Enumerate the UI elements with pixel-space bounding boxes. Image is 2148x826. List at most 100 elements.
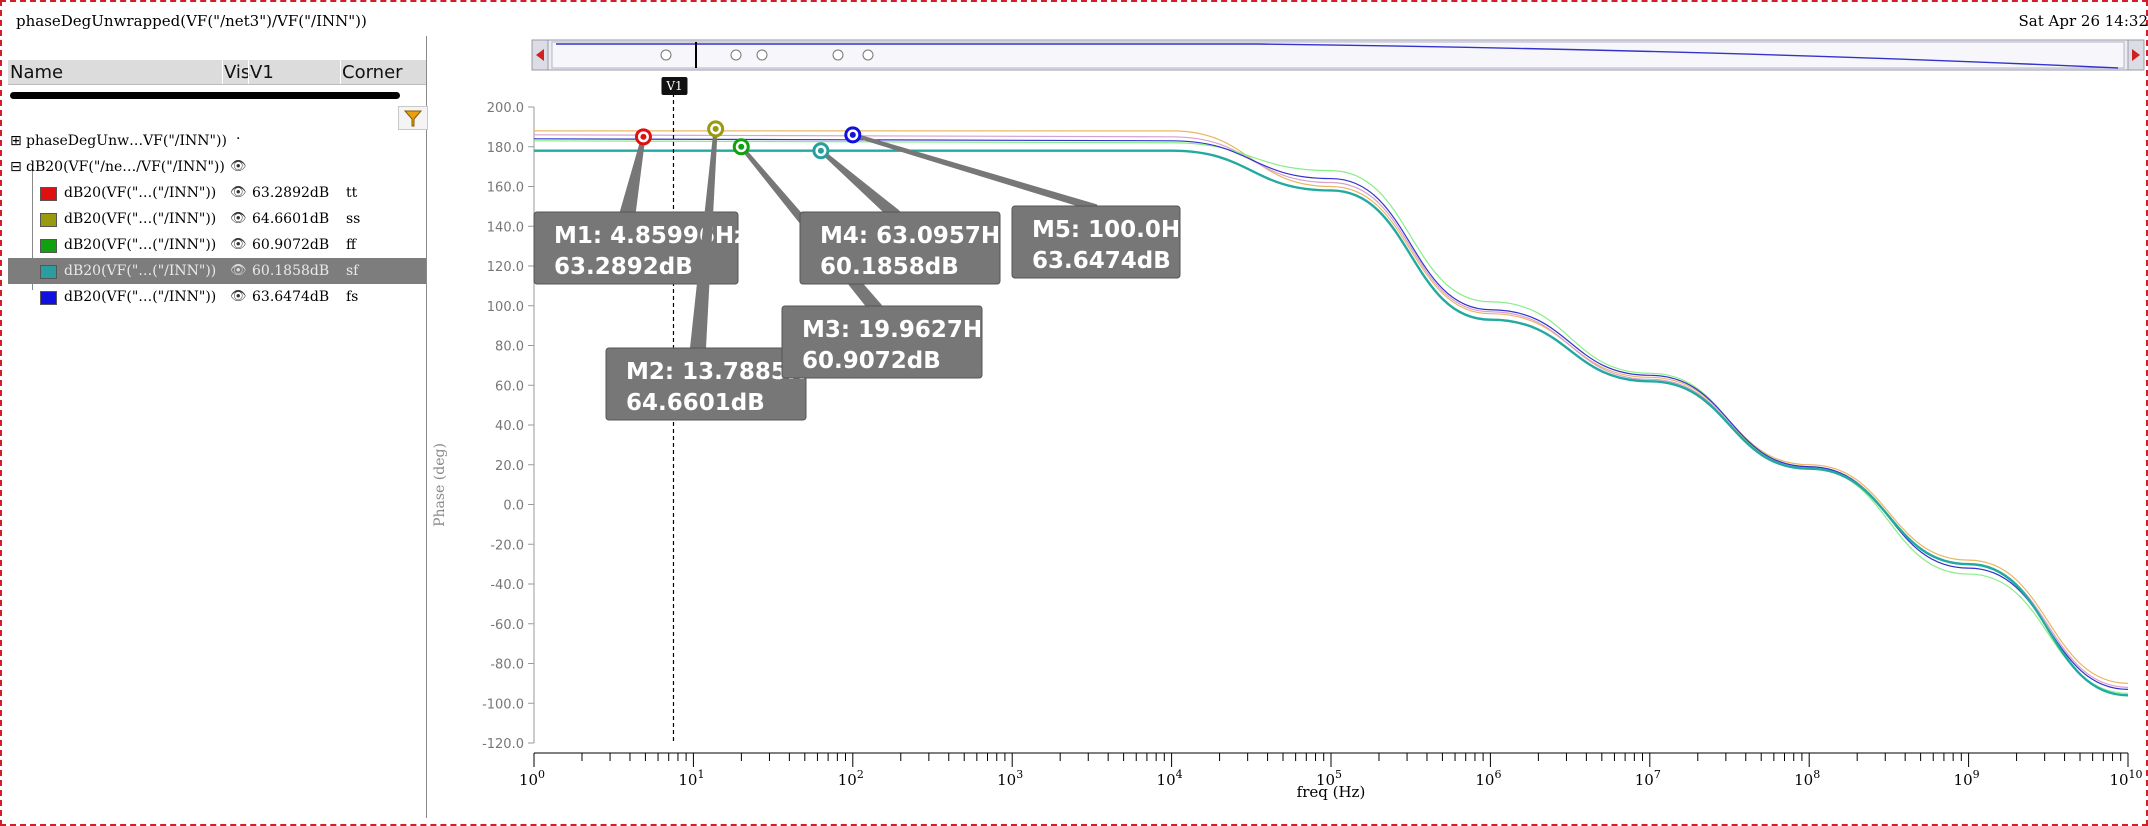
y-tick-label: 100.0: [487, 300, 524, 315]
marker-label-box[interactable]: [1011, 205, 1181, 279]
y-tick-label: 80.0: [495, 340, 524, 355]
trace-browser-panel: Name Vis V1 Corner ⊞ phaseDegUnw…VF("/IN…: [8, 36, 428, 818]
corner-label: fs: [346, 289, 359, 305]
marker-label-box[interactable]: [799, 211, 1001, 285]
y-tick-label: 0.0: [503, 499, 524, 514]
eye-icon[interactable]: 👁: [230, 185, 247, 200]
trace-row[interactable]: dB20(VF("…("/INN")) 👁 60.9072dB ff: [8, 232, 426, 258]
marker-point-center: [738, 143, 745, 150]
x-tick-label: 105: [1316, 768, 1342, 789]
color-swatch: [40, 239, 57, 253]
marker-point-center: [817, 147, 824, 154]
dot-icon: ·: [236, 131, 241, 147]
cursor-label: V1: [665, 79, 682, 93]
marker-label-line2: 63.6474dB: [1032, 248, 1171, 274]
marker-pointer: [619, 134, 646, 214]
marker-label-line2: 64.6601dB: [626, 390, 765, 416]
tree-row-phase[interactable]: ⊞ phaseDegUnw…VF("/INN")) ·: [8, 128, 426, 154]
datetime: Sat Apr 26 14:32: [2018, 12, 2148, 30]
x-tick-label: 102: [838, 768, 864, 789]
plot-area[interactable]: 200.0 180.0 160.0 140.0 120.0 100.0 80.0 60.0 40…: [428, 36, 2146, 818]
trace-name: dB20(VF("…("/INN")): [64, 263, 217, 279]
horizontal-scrollbar[interactable]: [10, 92, 400, 99]
marker-point-center: [712, 125, 719, 132]
trace-name: dB20(VF("…("/INN")): [64, 289, 217, 305]
marker-label-line1: M3: 19.9627Hz: [802, 317, 996, 343]
marker-label-box[interactable]: [533, 211, 739, 285]
header-name[interactable]: Name: [10, 62, 64, 83]
color-swatch: [40, 291, 57, 305]
filter-icon[interactable]: [398, 106, 428, 130]
x-tick-label: 109: [1954, 768, 1980, 789]
trace-table-header: Name Vis V1 Corner: [8, 60, 426, 85]
trace-name: dB20(VF("…("/INN")): [64, 185, 217, 201]
marker-value: 63.6474dB: [252, 289, 330, 305]
trace-name: dB20(VF("…("/INN")): [64, 211, 217, 227]
header-vis[interactable]: Vis: [224, 62, 251, 83]
y-tick-label: -80.0: [490, 658, 524, 673]
marker-label-line2: 60.1858dB: [820, 254, 959, 280]
eye-icon[interactable]: 👁: [230, 263, 247, 278]
x-tick-label: 108: [1794, 768, 1820, 789]
series-line: [534, 149, 2129, 697]
header-corner[interactable]: Corner: [342, 62, 403, 83]
tree-row-db20-group[interactable]: ⊟ dB20(VF("/ne…/VF("/INN")) 👁: [8, 154, 426, 180]
y-tick-label: 180.0: [487, 141, 524, 156]
trace-row[interactable]: dB20(VF("…("/INN")) 👁 63.2892dB tt: [8, 180, 426, 206]
marker-value: 64.6601dB: [252, 211, 330, 227]
corner-label: sf: [346, 263, 359, 279]
marker-point-center: [640, 133, 647, 140]
trace-row[interactable]: dB20(VF("…("/INN")) 👁 63.6474dB fs: [8, 284, 426, 310]
color-swatch: [40, 187, 57, 201]
y-axis-label: Phase (deg): [432, 443, 448, 527]
window-title: phaseDegUnwrapped(VF("/net3")/VF("/INN")…: [16, 12, 367, 30]
trace-name: dB20(VF("/ne…/VF("/INN")): [26, 159, 225, 175]
eye-icon[interactable]: 👁: [230, 159, 247, 174]
y-tick-label: -60.0: [490, 618, 524, 633]
marker-pointer: [850, 132, 1098, 208]
marker-value: 63.2892dB: [252, 185, 330, 201]
marker-point-center: [849, 131, 856, 138]
y-tick-label: -40.0: [490, 578, 524, 593]
overview-window[interactable]: [551, 41, 2125, 69]
x-tick-label: 107: [1635, 768, 1661, 789]
trace-name: dB20(VF("…("/INN")): [64, 237, 217, 253]
corner-label: tt: [346, 185, 358, 201]
y-tick-label: 140.0: [487, 220, 524, 235]
x-tick-label: 1010: [2109, 768, 2142, 789]
eye-icon[interactable]: 👁: [230, 211, 247, 226]
y-tick-label: -20.0: [490, 538, 524, 553]
eye-icon[interactable]: 👁: [230, 289, 247, 304]
y-tick-label: 200.0: [487, 101, 524, 116]
marker-value: 60.9072dB: [252, 237, 330, 253]
marker-pointer: [818, 148, 900, 214]
series-line: [534, 130, 2129, 684]
marker-label-line2: 63.2892dB: [554, 254, 693, 280]
x-tick-label: 103: [997, 768, 1023, 789]
trace-row-selected[interactable]: dB20(VF("…("/INN")) 👁 60.1858dB sf: [8, 258, 426, 284]
collapse-icon[interactable]: ⊟: [10, 159, 22, 175]
color-swatch: [40, 213, 57, 227]
color-swatch: [40, 265, 57, 279]
y-tick-label: 60.0: [495, 379, 524, 394]
cursor-flag[interactable]: [661, 77, 688, 95]
expand-icon[interactable]: ⊞: [10, 133, 22, 149]
eye-icon[interactable]: 👁: [230, 237, 247, 252]
y-tick-label: 160.0: [487, 181, 524, 196]
marker-label-line1: M1: 4.85996Hz: [554, 223, 748, 249]
marker-label-box[interactable]: [605, 347, 807, 421]
header-v1[interactable]: V1: [250, 62, 274, 83]
y-tick-label: 20.0: [495, 459, 524, 474]
overview-strip[interactable]: [531, 39, 2145, 71]
marker-label-line1: M5: 100.0Hz: [1032, 217, 1193, 243]
marker-label-line1: M4: 63.0957Hz: [820, 223, 1014, 249]
y-tick-label: -100.0: [482, 697, 524, 712]
trace-row[interactable]: dB20(VF("…("/INN")) 👁 64.6601dB ss: [8, 206, 426, 232]
marker-label-box[interactable]: [781, 305, 983, 379]
corner-label: ss: [346, 211, 361, 227]
y-tick-label: 40.0: [495, 419, 524, 434]
x-tick-label: 101: [678, 768, 704, 789]
trace-name: phaseDegUnw…VF("/INN")): [26, 133, 227, 149]
marker-label-line2: 60.9072dB: [802, 348, 941, 374]
